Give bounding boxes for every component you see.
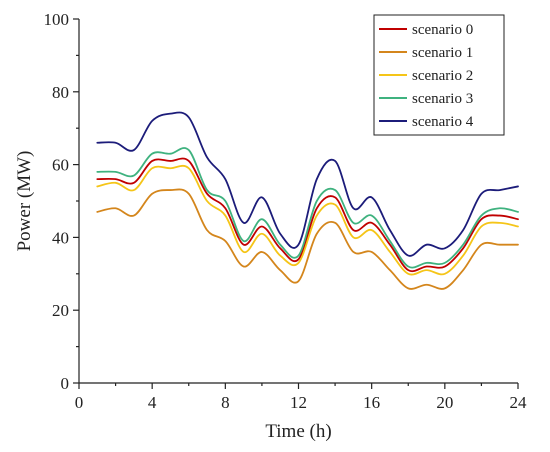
- series-line-scenario-0: [96, 157, 519, 273]
- series-group: [96, 111, 519, 290]
- legend-label-scenario-2: scenario 2: [412, 68, 473, 84]
- x-tick-label: 8: [221, 393, 230, 412]
- x-axis-title: Time (h): [265, 421, 331, 442]
- y-tick-label: 100: [44, 10, 70, 29]
- y-axis-title: Power (MW): [14, 151, 35, 252]
- y-tick-label: 80: [52, 83, 69, 102]
- series-line-scenario-1: [96, 188, 519, 290]
- y-tick-label: 0: [61, 374, 70, 393]
- legend: scenario 0 scenario 1 scenario 2 scenario 3…: [373, 14, 505, 136]
- x-tick-label: 20: [436, 393, 453, 412]
- y-tick-label: 60: [52, 156, 69, 175]
- x-tick-label: 16: [363, 393, 380, 412]
- x-tick-label: 4: [148, 393, 157, 412]
- series-line-scenario-4: [96, 111, 519, 257]
- series-line-scenario-2: [96, 164, 519, 276]
- y-axis-ticks: 0 20 40 60 80 100: [44, 10, 79, 393]
- x-axis-ticks: 0 4 8 12 16 20 24: [75, 383, 527, 412]
- legend-label-scenario-3: scenario 3: [412, 91, 473, 107]
- legend-label-scenario-4: scenario 4: [412, 114, 474, 130]
- legend-label-scenario-1: scenario 1: [412, 45, 473, 61]
- x-tick-label: 24: [510, 393, 528, 412]
- legend-label-scenario-0: scenario 0: [412, 22, 473, 38]
- x-tick-label: 0: [75, 393, 84, 412]
- x-tick-label: 12: [290, 393, 307, 412]
- y-tick-label: 20: [52, 301, 69, 320]
- series-line-scenario-3: [96, 147, 519, 269]
- y-tick-label: 40: [52, 228, 69, 247]
